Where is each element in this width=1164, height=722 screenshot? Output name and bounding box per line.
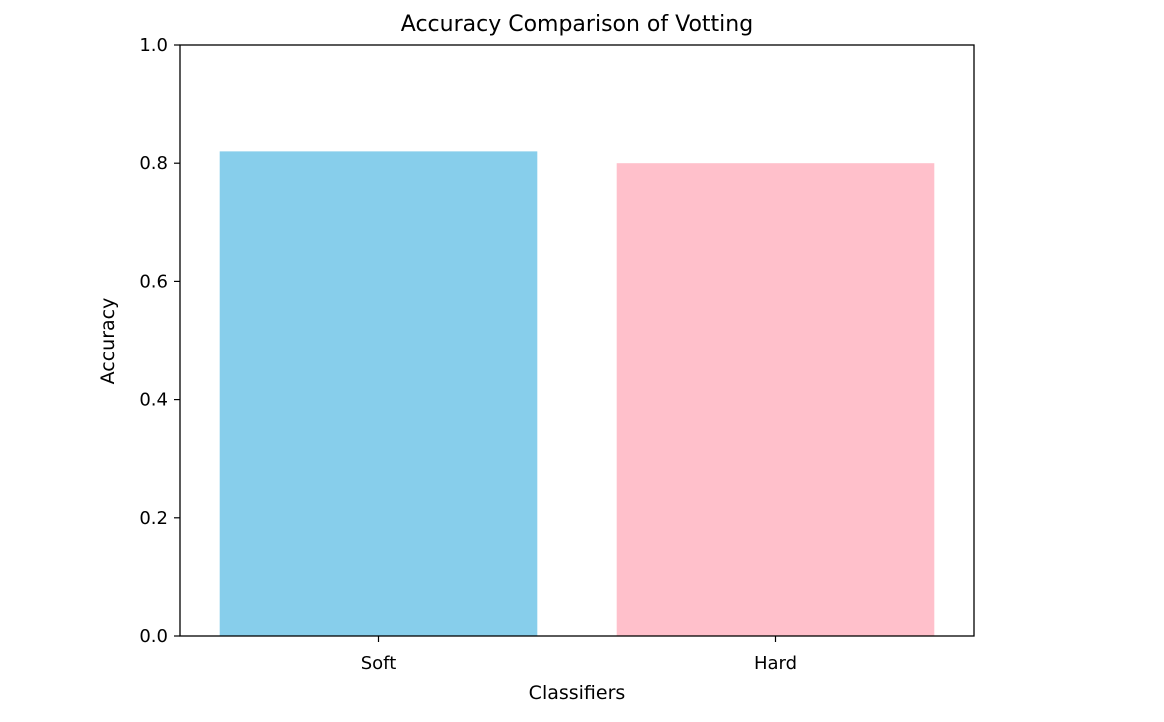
bars-group [219,151,935,636]
y-axis-label: Accuracy [97,298,119,385]
y-tick-label: 0.4 [139,390,168,411]
chart-title: Accuracy Comparison of Votting [401,12,753,37]
y-tick-label: 0.8 [139,153,168,174]
y-tick-label: 1.0 [139,35,168,56]
x-axis: Soft Hard [361,636,797,674]
y-axis: 0.0 0.2 0.4 0.6 0.8 1.0 [139,35,180,647]
bar-soft [219,151,538,636]
y-tick-label: 0.2 [139,508,168,529]
x-tick-label: Soft [361,653,397,674]
x-axis-label: Classifiers [529,682,626,704]
x-tick-label: Hard [754,653,797,674]
y-tick-label: 0.0 [139,626,168,647]
plot-area-frame [179,44,975,637]
bar-hard [616,163,935,636]
y-tick-label: 0.6 [139,271,168,292]
